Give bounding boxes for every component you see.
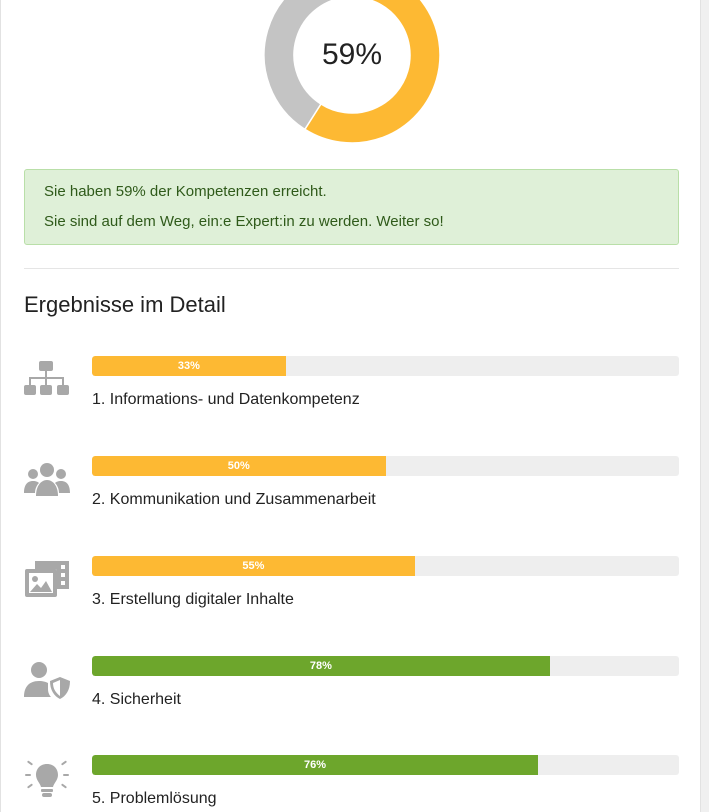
progress-value: 55%	[242, 560, 265, 572]
sitemap-icon	[24, 361, 69, 395]
alert-line-1: Sie haben 59% der Kompetenzen erreicht.	[44, 183, 327, 200]
progress-fill: 50%	[92, 456, 386, 476]
competence-row: 33% 1. Informations- und Datenkompetenz	[1, 356, 700, 426]
progress-track: 55%	[92, 556, 679, 576]
competence-label: 3. Erstellung digitaler Inhalte	[92, 591, 294, 608]
user-shield-icon	[24, 662, 70, 699]
progress-value: 33%	[177, 360, 200, 372]
donut-remaining-segment	[263, 0, 337, 131]
users-icon	[24, 463, 70, 496]
progress-fill: 78%	[92, 656, 550, 676]
overall-donut-chart: 59%	[263, 0, 441, 144]
progress-track: 33%	[92, 356, 679, 376]
competence-label: 2. Kommunikation und Zusammenarbeit	[92, 491, 376, 508]
competence-label: 1. Informations- und Datenkompetenz	[92, 391, 360, 408]
competence-row: 78% 4. Sicherheit	[1, 656, 700, 726]
progress-fill: 55%	[92, 556, 415, 576]
progress-track: 78%	[92, 656, 679, 676]
photo-film-icon	[25, 561, 69, 597]
competence-label: 4. Sicherheit	[92, 691, 181, 708]
progress-track: 76%	[92, 755, 679, 775]
competence-row: 76% 5. Problemlösung	[1, 755, 700, 812]
progress-value: 50%	[227, 460, 250, 472]
success-alert: Sie haben 59% der Kompetenzen erreicht. …	[24, 169, 679, 245]
progress-track: 50%	[92, 456, 679, 476]
progress-fill: 76%	[92, 755, 539, 775]
donut-achieved-segment	[303, 0, 441, 144]
competence-label: 5. Problemlösung	[92, 790, 217, 807]
section-divider	[24, 268, 679, 269]
progress-fill: 33%	[92, 356, 286, 376]
lightbulb-icon	[25, 760, 69, 797]
details-title: Ergebnisse im Detail	[24, 292, 226, 317]
progress-value: 76%	[304, 759, 327, 771]
alert-line-2: Sie sind auf dem Weg, ein:e Expert:in zu…	[44, 213, 444, 230]
progress-value: 78%	[309, 660, 332, 672]
competence-row: 55% 3. Erstellung digitaler Inhalte	[1, 556, 700, 626]
competence-row: 50% 2. Kommunikation und Zusammenarbeit	[1, 456, 700, 526]
overall-percent-label: 59%	[321, 38, 383, 71]
